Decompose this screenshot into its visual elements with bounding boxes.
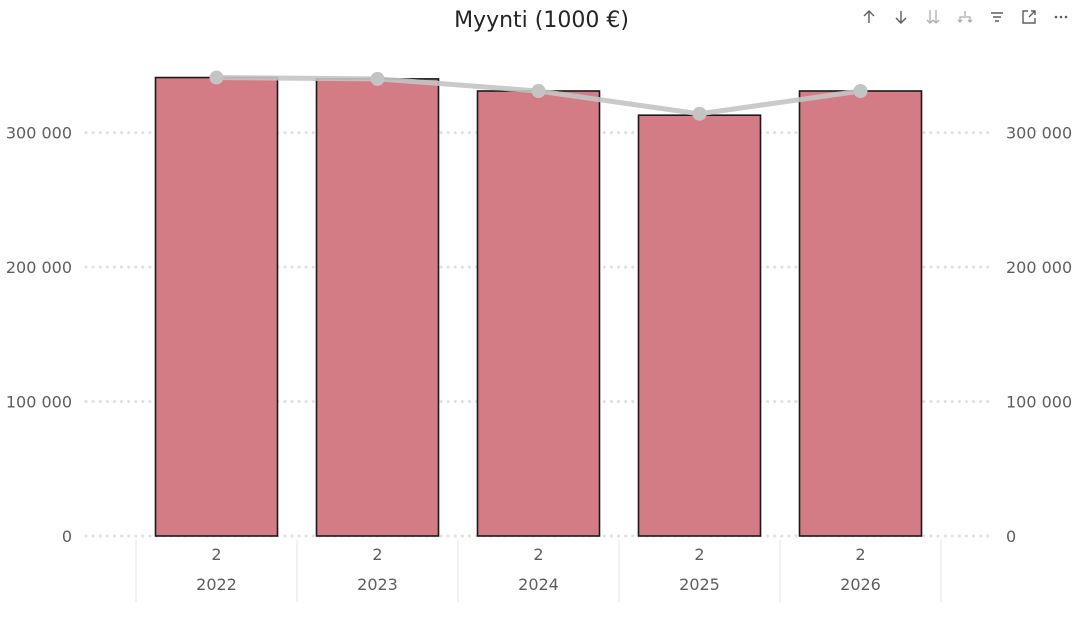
y-tick-label-left: 300 000: [6, 124, 72, 143]
bar: [798, 90, 923, 537]
x-sub-label: 2: [694, 545, 704, 564]
filter-icon[interactable]: [983, 4, 1011, 30]
y-tick-label-left: 200 000: [6, 258, 72, 277]
line-point: [853, 83, 868, 98]
bar: [154, 76, 279, 537]
bar: [637, 114, 762, 537]
bar: [476, 90, 601, 537]
x-category-label: 2026: [840, 575, 881, 594]
x-sub-label: 2: [372, 545, 382, 564]
x-category-label: 2024: [518, 575, 559, 594]
y-tick-label-right: 0: [1006, 527, 1016, 546]
x-sub-label: 2: [533, 545, 543, 564]
line-point: [209, 70, 224, 85]
x-category-label: 2025: [679, 575, 720, 594]
x-sub-label: 2: [211, 545, 221, 564]
x-category-label: 2023: [357, 575, 398, 594]
y-tick-label-left: 0: [62, 527, 72, 546]
y-tick-label-left: 100 000: [6, 393, 72, 412]
expand-all-down-icon[interactable]: [919, 4, 947, 30]
more-options-icon[interactable]: [1047, 4, 1075, 30]
bar: [315, 78, 440, 537]
line-point: [370, 71, 385, 86]
x-category-label: 2022: [196, 575, 237, 594]
visual-toolbar: [855, 4, 1075, 30]
sort-descending-icon[interactable]: [887, 4, 915, 30]
line-point: [692, 106, 707, 121]
line-point: [531, 83, 546, 98]
drill-hierarchy-icon[interactable]: [951, 4, 979, 30]
chart-title: Myynti (1000 €): [454, 8, 629, 33]
y-tick-label-right: 300 000: [1006, 124, 1072, 143]
sort-ascending-icon[interactable]: [855, 4, 883, 30]
x-sub-label: 2: [855, 545, 865, 564]
y-tick-label-right: 200 000: [1006, 258, 1072, 277]
y-tick-label-right: 100 000: [1006, 393, 1072, 412]
focus-mode-icon[interactable]: [1015, 4, 1043, 30]
